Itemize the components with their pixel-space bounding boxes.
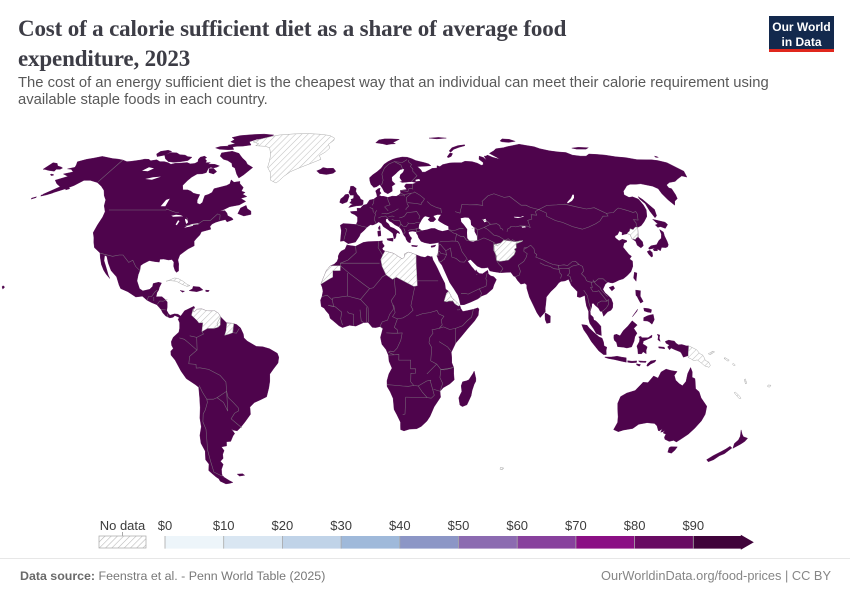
svg-text:$10: $10	[213, 518, 235, 533]
svg-text:$30: $30	[330, 518, 352, 533]
svg-text:$90: $90	[682, 518, 704, 533]
svg-text:$60: $60	[506, 518, 528, 533]
svg-text:$40: $40	[389, 518, 411, 533]
svg-text:$70: $70	[565, 518, 587, 533]
svg-text:No data: No data	[100, 518, 146, 533]
svg-text:$20: $20	[272, 518, 294, 533]
svg-text:$80: $80	[624, 518, 646, 533]
svg-text:$0: $0	[158, 518, 172, 533]
svg-text:$50: $50	[448, 518, 470, 533]
